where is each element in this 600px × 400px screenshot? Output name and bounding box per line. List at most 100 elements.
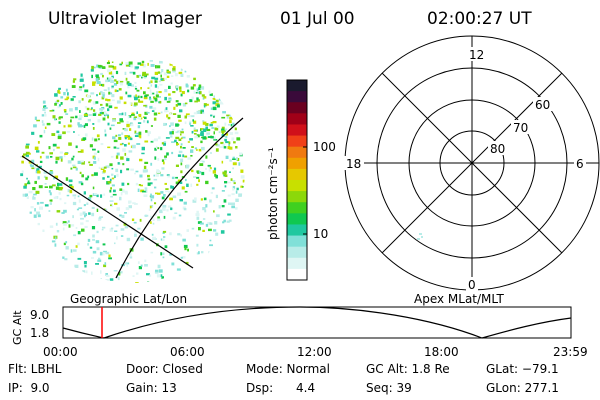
emission-speck bbox=[149, 89, 152, 93]
emission-speck bbox=[35, 170, 39, 174]
emission-speck bbox=[154, 147, 157, 151]
emission-speck bbox=[240, 185, 243, 188]
emission-speck bbox=[163, 77, 167, 80]
emission-speck bbox=[54, 243, 57, 247]
emission-speck bbox=[158, 269, 163, 273]
emission-speck bbox=[44, 126, 47, 129]
emission-speck bbox=[33, 193, 37, 196]
emission-speck bbox=[190, 86, 195, 90]
emission-speck bbox=[144, 259, 147, 263]
emission-speck bbox=[236, 187, 239, 191]
emission-speck bbox=[87, 243, 89, 246]
emission-speck bbox=[215, 232, 219, 236]
info-glat: GLat: −79.1 bbox=[486, 362, 559, 376]
emission-speck bbox=[235, 190, 238, 194]
emission-speck bbox=[136, 111, 138, 114]
emission-speck bbox=[225, 133, 229, 136]
emission-speck bbox=[144, 187, 148, 190]
emission-speck bbox=[129, 102, 132, 105]
emission-speck bbox=[121, 112, 124, 116]
emission-speck bbox=[31, 167, 35, 170]
emission-speck bbox=[128, 61, 133, 65]
emission-speck bbox=[150, 64, 155, 67]
emission-speck bbox=[176, 88, 178, 91]
emission-speck bbox=[72, 215, 74, 219]
emission-speck bbox=[238, 193, 243, 197]
emission-speck bbox=[194, 197, 197, 201]
emission-speck bbox=[58, 89, 60, 92]
colorbar-scale bbox=[287, 80, 307, 281]
emission-speck bbox=[231, 202, 235, 206]
colorbar-stripe bbox=[287, 235, 307, 248]
emission-speck bbox=[223, 219, 226, 223]
emission-speck bbox=[194, 147, 198, 150]
emission-speck bbox=[125, 64, 130, 67]
emission-speck bbox=[78, 117, 82, 121]
emission-speck bbox=[70, 119, 72, 123]
emission-speck bbox=[100, 90, 103, 94]
emission-speck bbox=[92, 186, 95, 190]
emission-speck bbox=[168, 190, 170, 193]
emission-speck bbox=[150, 182, 153, 185]
emission-speck bbox=[56, 130, 60, 134]
emission-speck bbox=[136, 272, 139, 275]
emission-speck bbox=[135, 282, 139, 283]
emission-speck bbox=[201, 146, 205, 151]
emission-speck bbox=[43, 129, 46, 134]
emission-speck bbox=[158, 96, 161, 98]
emission-speck bbox=[175, 85, 179, 89]
emission-speck bbox=[84, 213, 87, 217]
emission-speck bbox=[228, 141, 231, 145]
emission-speck bbox=[54, 118, 56, 121]
emission-speck bbox=[73, 78, 77, 81]
emission-speck bbox=[20, 156, 22, 158]
emission-speck bbox=[53, 177, 55, 180]
emission-speck bbox=[184, 115, 187, 119]
emission-speck bbox=[83, 204, 86, 207]
emission-speck bbox=[83, 114, 88, 116]
emission-speck bbox=[37, 170, 41, 174]
emission-speck bbox=[161, 276, 164, 279]
emission-speck bbox=[213, 136, 216, 140]
emission-speck bbox=[192, 119, 194, 122]
emission-speck bbox=[193, 77, 196, 81]
emission-speck bbox=[232, 187, 235, 191]
emission-speck bbox=[225, 136, 228, 138]
emission-speck bbox=[167, 205, 172, 208]
emission-speck bbox=[49, 152, 53, 155]
emission-speck bbox=[185, 261, 189, 265]
emission-speck bbox=[134, 231, 139, 233]
emission-speck bbox=[83, 191, 86, 195]
emission-speck bbox=[41, 114, 45, 117]
emission-speck bbox=[167, 116, 171, 120]
emission-speck bbox=[199, 91, 202, 95]
emission-speck bbox=[213, 115, 215, 118]
emission-speck bbox=[180, 234, 182, 237]
emission-speck bbox=[59, 116, 63, 119]
emission-speck bbox=[200, 109, 204, 113]
emission-speck bbox=[78, 88, 82, 91]
emission-speck bbox=[138, 131, 142, 135]
emission-speck bbox=[55, 160, 58, 164]
emission-speck bbox=[48, 210, 51, 212]
emission-speck bbox=[221, 126, 225, 131]
emission-speck bbox=[77, 231, 81, 235]
emission-speck bbox=[226, 220, 230, 223]
emission-speck bbox=[92, 101, 97, 105]
emission-speck bbox=[64, 202, 67, 205]
emission-speck bbox=[178, 214, 182, 217]
emission-speck bbox=[100, 194, 103, 198]
emission-speck bbox=[25, 143, 30, 146]
emission-speck bbox=[175, 123, 179, 127]
emission-speck bbox=[97, 259, 102, 262]
emission-speck bbox=[212, 121, 217, 124]
emission-speck bbox=[110, 124, 115, 127]
emission-speck bbox=[129, 128, 132, 131]
emission-speck bbox=[91, 137, 94, 141]
emission-speck bbox=[54, 102, 57, 106]
emission-speck bbox=[150, 195, 155, 199]
emission-speck bbox=[104, 133, 107, 137]
emission-speck bbox=[57, 105, 60, 109]
emission-speck bbox=[56, 230, 60, 233]
emission-speck bbox=[191, 130, 194, 134]
